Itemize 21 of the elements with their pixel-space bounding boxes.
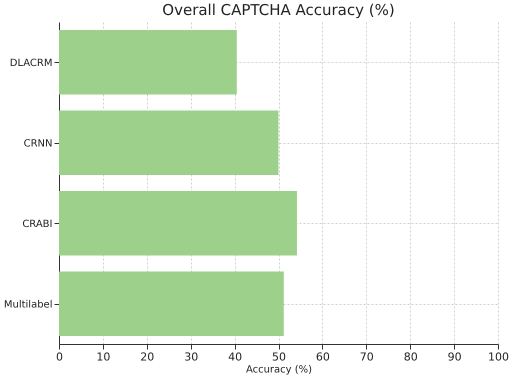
- bar: [59, 30, 237, 94]
- bar: [59, 191, 297, 256]
- x-tick-label: 60: [316, 350, 330, 364]
- bar: [59, 272, 284, 336]
- x-tick-label: 20: [140, 350, 154, 364]
- bar: [59, 110, 278, 175]
- y-tick-label: Multilabel: [4, 299, 52, 310]
- x-tick-label: 30: [184, 350, 198, 364]
- x-tick-label: 100: [488, 350, 509, 364]
- y-tick-label: CRABI: [22, 218, 52, 230]
- chart-title: Overall CAPTCHA Accuracy (%): [162, 1, 395, 19]
- x-tick-label: 90: [448, 350, 462, 364]
- x-tick-label: 80: [404, 350, 418, 364]
- x-tick-label: 70: [360, 350, 374, 364]
- x-tick-label: 0: [56, 350, 63, 364]
- y-tick-label: CRNN: [24, 138, 52, 150]
- y-tick-label: DLACRM: [10, 58, 52, 69]
- x-axis-title: Accuracy (%): [246, 364, 312, 376]
- x-tick-label: 10: [96, 350, 110, 364]
- x-tick-label: 50: [272, 350, 286, 364]
- x-tick-label: 40: [228, 350, 242, 364]
